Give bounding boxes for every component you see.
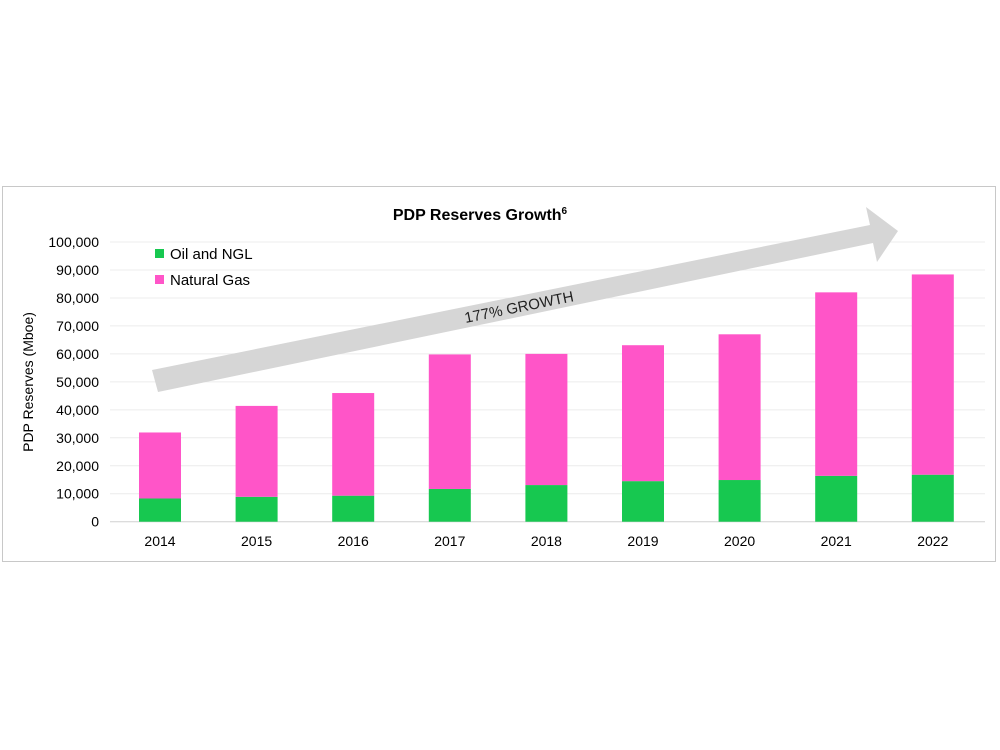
x-tick-label: 2015 bbox=[241, 533, 272, 549]
x-tick-label: 2019 bbox=[627, 533, 658, 549]
growth-arrow: 177% GROWTH bbox=[152, 207, 898, 392]
bar-2020-oil-ngl bbox=[718, 480, 761, 522]
y-tick-label: 100,000 bbox=[48, 234, 99, 250]
y-tick-label: 60,000 bbox=[56, 346, 99, 362]
y-tick-label: 80,000 bbox=[56, 290, 99, 306]
y-tick-label: 10,000 bbox=[56, 486, 99, 502]
y-tick-label: 70,000 bbox=[56, 318, 99, 334]
y-tick-label: 0 bbox=[91, 514, 99, 530]
bar-2016-natural-gas bbox=[332, 393, 375, 496]
bar-2022-natural-gas bbox=[911, 274, 954, 475]
legend-label: Natural Gas bbox=[170, 272, 250, 289]
bar-2018-natural-gas bbox=[525, 353, 568, 486]
bar-2017-oil-ngl bbox=[428, 488, 471, 522]
y-tick-label: 40,000 bbox=[56, 402, 99, 418]
y-tick-label: 90,000 bbox=[56, 262, 99, 278]
x-tick-label: 2017 bbox=[434, 533, 465, 549]
legend-label: Oil and NGL bbox=[170, 246, 253, 263]
bar-2021-natural-gas bbox=[815, 292, 858, 476]
growth-arrow-shape bbox=[152, 207, 898, 392]
bar-2015-natural-gas bbox=[235, 405, 278, 497]
x-tick-label: 2020 bbox=[724, 533, 755, 549]
legend-swatch bbox=[155, 249, 164, 258]
x-tick-label: 2016 bbox=[338, 533, 369, 549]
bar-2016-oil-ngl bbox=[332, 495, 375, 522]
bar-2018-oil-ngl bbox=[525, 485, 568, 522]
legend-swatch bbox=[155, 275, 164, 284]
bar-2019-oil-ngl bbox=[622, 481, 664, 522]
bar-2015-oil-ngl bbox=[235, 496, 278, 522]
x-tick-label: 2018 bbox=[531, 533, 562, 549]
x-tick-label: 2014 bbox=[144, 533, 175, 549]
chart-frame bbox=[2, 186, 996, 562]
y-axis-label: PDP Reserves (Mboe) bbox=[20, 312, 36, 452]
growth-annotation: 177% GROWTH bbox=[463, 288, 575, 327]
y-tick-label: 30,000 bbox=[56, 430, 99, 446]
bar-2021-oil-ngl bbox=[815, 475, 858, 522]
bar-2020-natural-gas bbox=[718, 334, 761, 481]
bar-2022-oil-ngl bbox=[911, 474, 954, 522]
bar-2014-natural-gas bbox=[139, 432, 181, 499]
y-tick-label: 50,000 bbox=[56, 374, 99, 390]
y-tick-label: 20,000 bbox=[56, 458, 99, 474]
x-tick-label: 2021 bbox=[821, 533, 852, 549]
chart-title: PDP Reserves Growth6 bbox=[393, 206, 568, 224]
bar-2017-natural-gas bbox=[428, 354, 471, 489]
bar-2019-natural-gas bbox=[622, 345, 664, 482]
x-tick-label: 2022 bbox=[917, 533, 948, 549]
bar-2014-oil-ngl bbox=[139, 498, 181, 522]
